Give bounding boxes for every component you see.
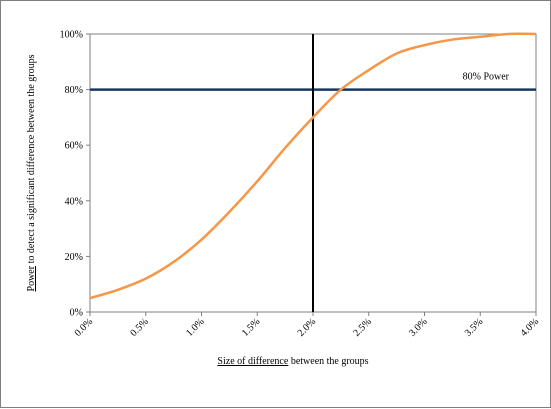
power-curve-line xyxy=(89,32,537,300)
y-tick-label: 60% xyxy=(65,141,83,152)
y-axis-title-rest: to detect a significant difference betwe… xyxy=(26,54,37,266)
y-axis-title: Power to detect a significant difference… xyxy=(26,54,37,291)
y-axis-title-underlined: Power xyxy=(26,265,37,291)
x-tick-label: 2.0% xyxy=(296,316,319,339)
x-axis: 0.0% 0.5% 1.0% 1.5% 2.0% 2.5% 3.0% 3.5% 4.0% xyxy=(73,312,542,339)
x-tick-label: 0.5% xyxy=(128,316,151,339)
x-tick-label: 2.5% xyxy=(351,316,374,339)
power-80-label: 80% Power xyxy=(463,72,510,83)
x-tick-label: 1.5% xyxy=(240,316,263,339)
y-tick-label: 20% xyxy=(65,252,83,263)
x-axis-title-underlined: Size of difference xyxy=(217,356,288,367)
x-tick-label: 3.0% xyxy=(407,316,430,339)
y-tick-label: 0% xyxy=(70,308,83,319)
x-axis-title: Size of difference between the groups xyxy=(217,356,368,367)
x-axis-title-rest: between the groups xyxy=(288,356,368,367)
y-tick-label: 80% xyxy=(65,85,83,96)
x-tick-label: 1.0% xyxy=(184,316,207,339)
x-tick-label: 0.0% xyxy=(73,316,96,339)
y-tick-label: 100% xyxy=(60,30,83,41)
x-tick-label: 4.0% xyxy=(519,316,542,339)
x-tick-label: 3.5% xyxy=(463,316,486,339)
y-tick-label: 40% xyxy=(65,196,83,207)
y-axis: 0% 20% 40% 60% 80% 100% xyxy=(60,30,90,319)
